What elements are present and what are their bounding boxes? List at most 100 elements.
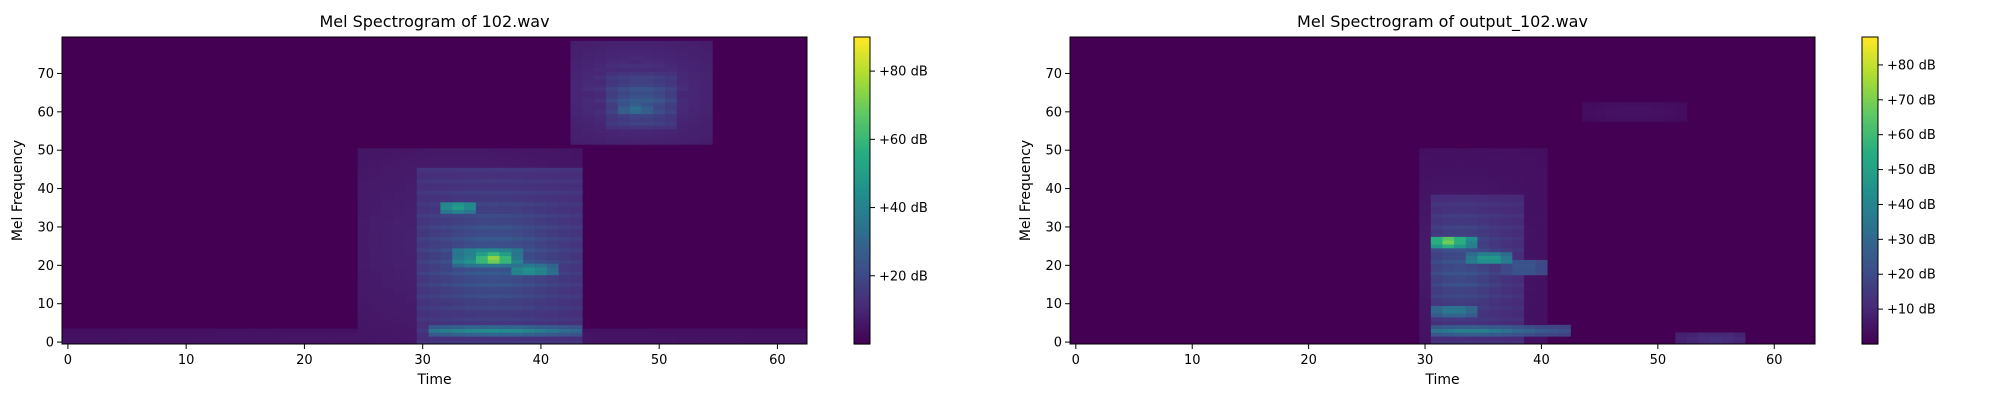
heatmap-cell — [1523, 186, 1536, 191]
heatmap-cell — [369, 202, 382, 207]
heatmap-cell — [97, 340, 110, 345]
heatmap-cell — [464, 163, 477, 168]
heatmap-cell — [1442, 155, 1455, 161]
heatmap-cell — [369, 221, 382, 226]
heatmap-cell — [452, 244, 465, 249]
heatmap-cell — [523, 232, 536, 237]
heatmap-cell — [1477, 178, 1490, 184]
heatmap-cell — [570, 129, 583, 134]
heatmap-cell — [700, 94, 713, 99]
heatmap-cell — [535, 194, 548, 199]
heatmap-cell — [558, 297, 571, 303]
heatmap-cell — [558, 178, 571, 184]
heatmap-cell — [499, 190, 512, 195]
colorbar-segment — [854, 159, 870, 163]
heatmap-cell — [475, 244, 489, 249]
heatmap-cell — [393, 236, 406, 241]
heatmap-cell — [688, 40, 701, 45]
heatmap-cell — [1500, 309, 1513, 314]
heatmap-cell — [1419, 305, 1432, 310]
heatmap-cell — [570, 152, 583, 157]
heatmap-cell — [594, 98, 607, 103]
heatmap-cell — [475, 163, 489, 168]
y-tick-label: 20 — [37, 259, 54, 274]
heatmap-cell — [594, 94, 607, 99]
heatmap-cell — [1477, 221, 1490, 226]
colorbar-segment — [854, 320, 870, 325]
heatmap-cell — [404, 186, 418, 191]
colorbar-segment — [854, 164, 870, 169]
heatmap-cell — [1442, 255, 1455, 260]
heatmap-cell — [1500, 186, 1513, 191]
heatmap-cell — [156, 340, 169, 345]
colorbar-segment — [854, 172, 870, 176]
heatmap-cell — [1477, 236, 1490, 241]
heatmap-cell — [558, 232, 571, 237]
heatmap-cell — [1640, 106, 1653, 111]
heatmap-cell — [440, 317, 453, 322]
heatmap-cell — [665, 136, 678, 141]
heatmap-cell — [499, 313, 512, 318]
heatmap-cell — [546, 324, 559, 329]
heatmap-cell — [393, 336, 406, 341]
heatmap-cell — [1523, 263, 1536, 268]
heatmap-cell — [97, 328, 110, 333]
colorbar-segment — [1862, 139, 1878, 143]
heatmap-cell — [440, 324, 453, 329]
heatmap-cell — [487, 244, 500, 249]
heatmap-cell — [464, 294, 477, 299]
heatmap-cell — [1512, 267, 1525, 272]
heatmap-cell — [1523, 178, 1536, 184]
heatmap-cell — [558, 271, 571, 276]
heatmap-cell — [357, 232, 370, 237]
heatmap-cell — [736, 336, 749, 341]
heatmap-cell — [464, 190, 477, 195]
heatmap-cell — [558, 248, 571, 253]
colorbar-segment — [1862, 228, 1878, 233]
heatmap-cell — [546, 232, 559, 237]
heatmap-cell — [1419, 340, 1432, 345]
heatmap-cell — [535, 320, 548, 326]
heatmap-cell — [1442, 274, 1455, 280]
heatmap-cell — [570, 40, 583, 45]
colorbar-segment — [854, 52, 870, 56]
heatmap-cell — [487, 225, 500, 230]
heatmap-cell — [487, 332, 500, 337]
heatmap-cell — [511, 263, 524, 268]
heatmap-cell — [511, 301, 524, 306]
heatmap-cell — [1512, 175, 1525, 180]
heatmap-cell — [475, 209, 489, 214]
heatmap-cell — [629, 67, 642, 72]
heatmap-cell — [1454, 328, 1467, 333]
colorbar-segment — [854, 210, 870, 215]
heatmap-cell — [535, 225, 548, 230]
heatmap-cell — [475, 202, 489, 207]
heatmap-cell — [582, 56, 595, 61]
heatmap-cell — [570, 232, 583, 237]
colorbar-segment — [1862, 49, 1878, 53]
heatmap-cell — [700, 40, 713, 45]
heatmap-cell — [1430, 271, 1443, 276]
heatmap-cell — [617, 52, 630, 57]
colorbar-segment — [854, 287, 870, 291]
heatmap-cell — [617, 63, 630, 68]
heatmap-cell — [700, 52, 713, 57]
heatmap-cell — [1500, 305, 1513, 310]
heatmap-cell — [724, 328, 737, 333]
heatmap-cell — [1500, 340, 1513, 345]
colorbar-tick-label: +60 dB — [1887, 128, 1936, 143]
colorbar-segment — [1862, 239, 1878, 243]
heatmap-cell — [499, 194, 512, 199]
heatmap-cell — [1477, 282, 1490, 287]
heatmap-cell — [676, 140, 690, 145]
heatmap-cell — [452, 313, 465, 318]
heatmap-cell — [428, 228, 441, 234]
heatmap-cell — [1465, 240, 1478, 245]
colorbar-segment — [1862, 83, 1878, 87]
heatmap-cell — [653, 63, 666, 68]
heatmap-cell — [487, 271, 500, 276]
heatmap-cell — [617, 56, 630, 61]
heatmap-cell — [653, 129, 666, 134]
heatmap-cell — [535, 278, 548, 283]
heatmap-cell — [1454, 240, 1467, 245]
